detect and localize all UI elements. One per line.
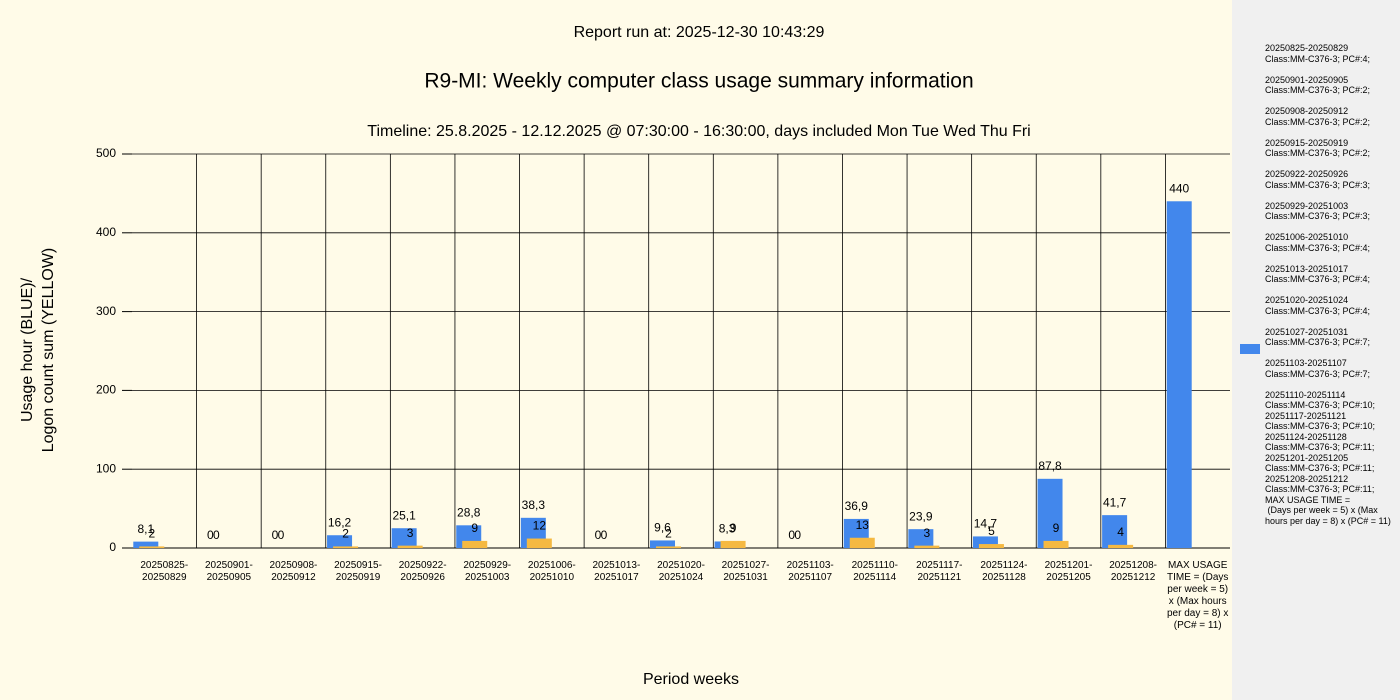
bar: [656, 546, 681, 548]
y-tick-label: 300: [96, 304, 116, 318]
value-label: 0: [601, 528, 608, 542]
x-tick-label: 20251013-20251017: [592, 560, 641, 583]
value-label: 0: [207, 528, 214, 542]
value-label: 2: [342, 527, 349, 541]
bar: [139, 546, 165, 548]
bar: [391, 528, 417, 548]
bar: [650, 540, 675, 548]
bar: [327, 535, 353, 548]
x-tick-label: MAX USAGE TIME = (Days per week = 5) x (…: [1166, 560, 1229, 631]
x-tick-label: 20251201-20251205: [1044, 560, 1093, 583]
value-label: 12: [533, 519, 547, 533]
value-label: 9,6: [654, 521, 671, 535]
bar: [978, 544, 1004, 548]
y-tick-label: 200: [96, 383, 116, 397]
value-label: 36,9: [845, 499, 869, 513]
bar: [914, 545, 940, 548]
x-tick-label: 20251208-20251212: [1109, 560, 1158, 583]
value-label: 440: [1169, 181, 1189, 195]
value-label: 2: [665, 527, 672, 541]
value-label: 5: [988, 524, 995, 538]
bar: [462, 540, 488, 548]
x-tick-label: 20251103-20251107: [786, 560, 834, 583]
value-label: 3: [924, 526, 931, 540]
value-label: 0: [794, 528, 801, 542]
x-tick-label: 20250901-20250905: [204, 560, 253, 583]
bar: [849, 537, 875, 548]
value-label: 87,8: [1038, 459, 1062, 473]
value-label: 0: [272, 528, 279, 542]
bar: [1102, 515, 1128, 548]
bar: [1108, 544, 1134, 548]
value-label: 9: [471, 521, 478, 535]
value-label: 23,9: [909, 509, 933, 523]
value-label: 0: [595, 528, 602, 542]
value-label: 2: [148, 527, 155, 541]
value-label: 25,1: [392, 508, 416, 522]
legend-swatch: [1240, 344, 1260, 354]
bar: [1043, 540, 1069, 548]
value-label: 8,1: [137, 522, 154, 536]
value-label: 38,3: [522, 498, 546, 512]
value-label: 9: [730, 521, 737, 535]
bar: [972, 536, 998, 548]
bar: [720, 540, 746, 548]
value-label: 0: [278, 528, 285, 542]
value-label: 16,2: [328, 515, 352, 529]
bar: [333, 546, 359, 548]
value-label: 0: [213, 528, 220, 542]
value-label: 8,3: [719, 522, 736, 536]
x-tick-label: 20250915-20250919: [334, 560, 382, 583]
y-tick-label: 100: [96, 461, 116, 475]
bar: [908, 529, 934, 548]
value-label: 9: [1053, 521, 1060, 535]
value-label: 3: [407, 526, 414, 540]
x-tick-label: 20251110-20251114: [851, 560, 898, 583]
y-tick-label: 0: [109, 540, 116, 554]
bar: [526, 538, 552, 548]
x-tick-label: 20251020-20251024: [657, 560, 705, 583]
value-label: 4: [1117, 525, 1124, 539]
value-label: 14,7: [974, 517, 998, 531]
x-tick-label: 20251027-20251031: [721, 560, 770, 583]
y-tick-label: 500: [96, 146, 116, 160]
chart-subtitle: Timeline: 25.8.2025 - 12.12.2025 @ 07:30…: [367, 123, 1030, 140]
y-tick-label: 400: [96, 225, 116, 239]
legend-entry: 20250825-20250829 Class:MM-C376-3; PC#:4…: [1265, 43, 1391, 526]
x-tick-label: 20250929-20251003: [463, 560, 512, 583]
y-axis-label: Usage hour (BLUE)/ Logon count sum (YELL…: [19, 247, 57, 453]
bar: [1037, 478, 1063, 548]
legend-panel: [1232, 0, 1400, 700]
value-label: 0: [788, 528, 795, 542]
x-tick-label: 20250908-20250912: [269, 560, 318, 583]
bar: [397, 545, 423, 548]
bar: [133, 541, 159, 548]
bar: [1166, 201, 1192, 548]
value-label: 13: [856, 518, 870, 532]
value-label: 28,8: [457, 505, 481, 519]
x-tick-label: 20250922-20250926: [398, 560, 447, 583]
x-axis-label: Period weeks: [643, 671, 739, 688]
x-tick-label: 20251006-20251010: [527, 560, 576, 583]
chart-title: R9-MI: Weekly computer class usage summa…: [424, 70, 973, 93]
x-tick-label: 20251124-20251128: [980, 560, 1028, 583]
value-label: 41,7: [1103, 495, 1127, 509]
x-tick-label: 20251117-20251121: [916, 560, 963, 583]
report-run: Report run at: 2025-12-30 10:43:29: [574, 24, 825, 41]
x-tick-label: 20250825-20250829: [140, 560, 189, 583]
